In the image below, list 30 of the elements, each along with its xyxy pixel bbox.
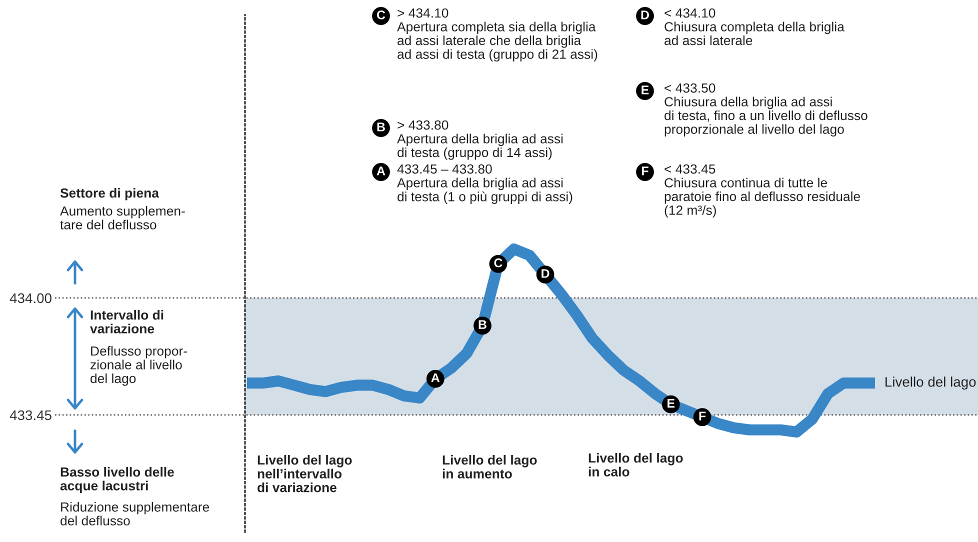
annotation: B <box>377 122 385 132</box>
annotation: < 433.50 Chiusura della briglia ad assi di testa, fino a un livello di deflusso proporzionale al livello del lago <box>664 83 868 136</box>
text: Aumento supplemen- tare del deflusso <box>60 206 185 230</box>
text: Deflusso propor- zionale al livello del lago <box>90 346 187 386</box>
annotation: C <box>377 10 386 20</box>
annotation: Livello del lago in calo <box>588 453 683 476</box>
annotation: F <box>642 166 648 176</box>
annotation: > 434.10 Apertura completa sia della briglia ad assi laterale che della briglia ad assi di testa (gruppo di 21 assi) <box>397 8 598 62</box>
annotation: A <box>376 166 386 176</box>
annotation: E <box>642 86 649 94</box>
annotation: 433.45 – 433.80 Apertura della briglia ad assi di testa (1 o più gruppi di assi) <box>397 164 572 204</box>
data-label: A <box>431 373 440 382</box>
data-label: B <box>478 320 486 329</box>
text: Riduzione supplementare del deflusso <box>60 502 210 526</box>
data-label: F <box>699 412 706 420</box>
annotation: D <box>641 10 649 20</box>
annotation: < 433.45 Chiusura continua di tutte le paratoie fino al deflusso residuale (12 m³/s) <box>664 164 860 218</box>
y-tick-label: 434.00 <box>10 293 52 304</box>
text: Settore di piena <box>60 188 160 200</box>
y-tick-label: 433.45 <box>10 410 52 420</box>
annotation: < 434.10 Chiusura completa della briglia ad assi laterale <box>664 8 844 46</box>
data-label: C <box>494 258 502 268</box>
annotation: Livello del lago nell’intervallo di variazione <box>258 455 352 492</box>
series-label: Livello del lago <box>886 376 976 390</box>
text: Basso livello delle acque lacustri <box>60 467 174 494</box>
text: Intervallo di variazione <box>90 310 164 334</box>
data-label: D <box>542 269 550 278</box>
annotation: > 433.80 Apertura della briglia ad assi di testa (gruppo di 14 assi) <box>397 120 563 160</box>
data-label: E <box>668 398 675 408</box>
annotation: Livello del lago in aumento <box>442 455 537 478</box>
